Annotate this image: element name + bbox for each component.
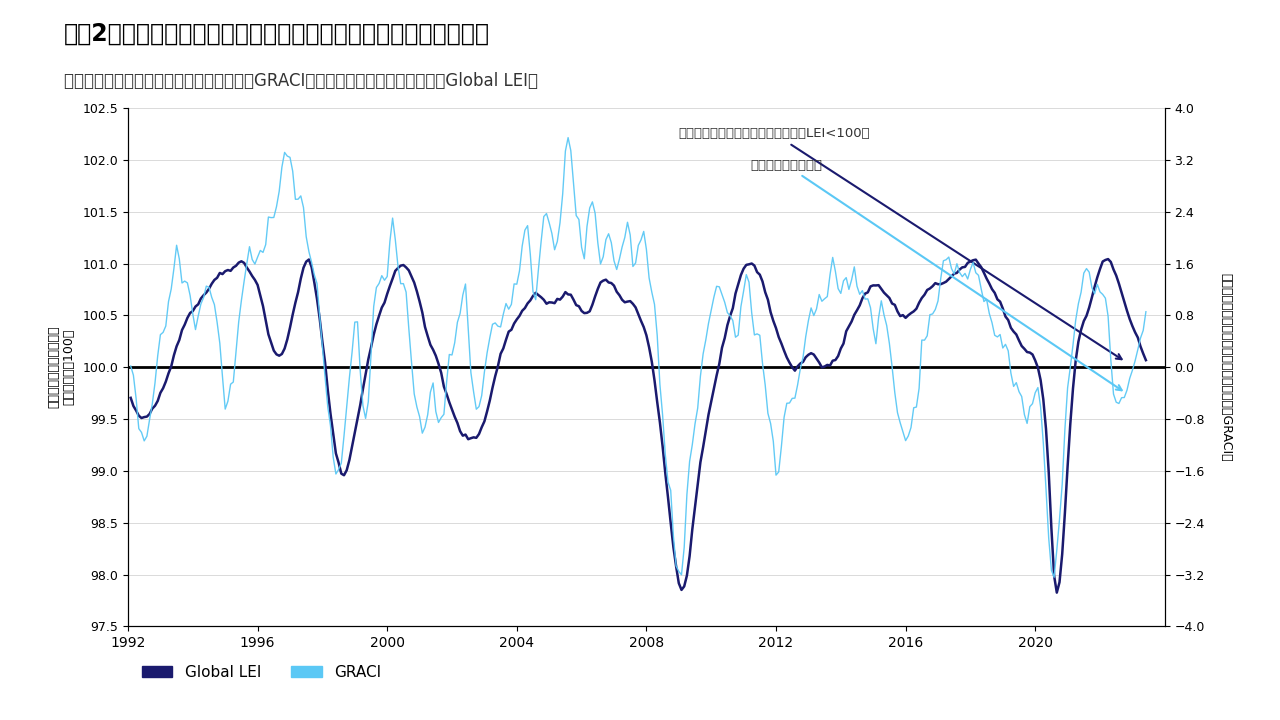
Text: 図表2：市場センチメントの逆転は、低成長・減速する環境を示唆: 図表2：市場センチメントの逆転は、低成長・減速する環境を示唆: [64, 22, 490, 45]
Text: グローバル・リスク選好度サイクル指数（GRACI）とグローバル景気先行指数（Global LEI）: グローバル・リスク選好度サイクル指数（GRACI）とグローバル景気先行指数（Gl…: [64, 72, 538, 90]
Y-axis label: グローバル・リスク選好度サイクル指数（GRACI）: グローバル・リスク選好度サイクル指数（GRACI）: [1220, 273, 1233, 462]
Y-axis label: グローバル景気先行指数
（トレンド＝100）: グローバル景気先行指数 （トレンド＝100）: [47, 326, 76, 408]
Text: 世界の成長率がトレンドを下回る（LEI<100）: 世界の成長率がトレンドを下回る（LEI<100）: [678, 127, 1121, 359]
Legend: Global LEI, GRACI: Global LEI, GRACI: [136, 659, 388, 686]
Text: リスク選好度は低下: リスク選好度は低下: [750, 158, 1121, 390]
